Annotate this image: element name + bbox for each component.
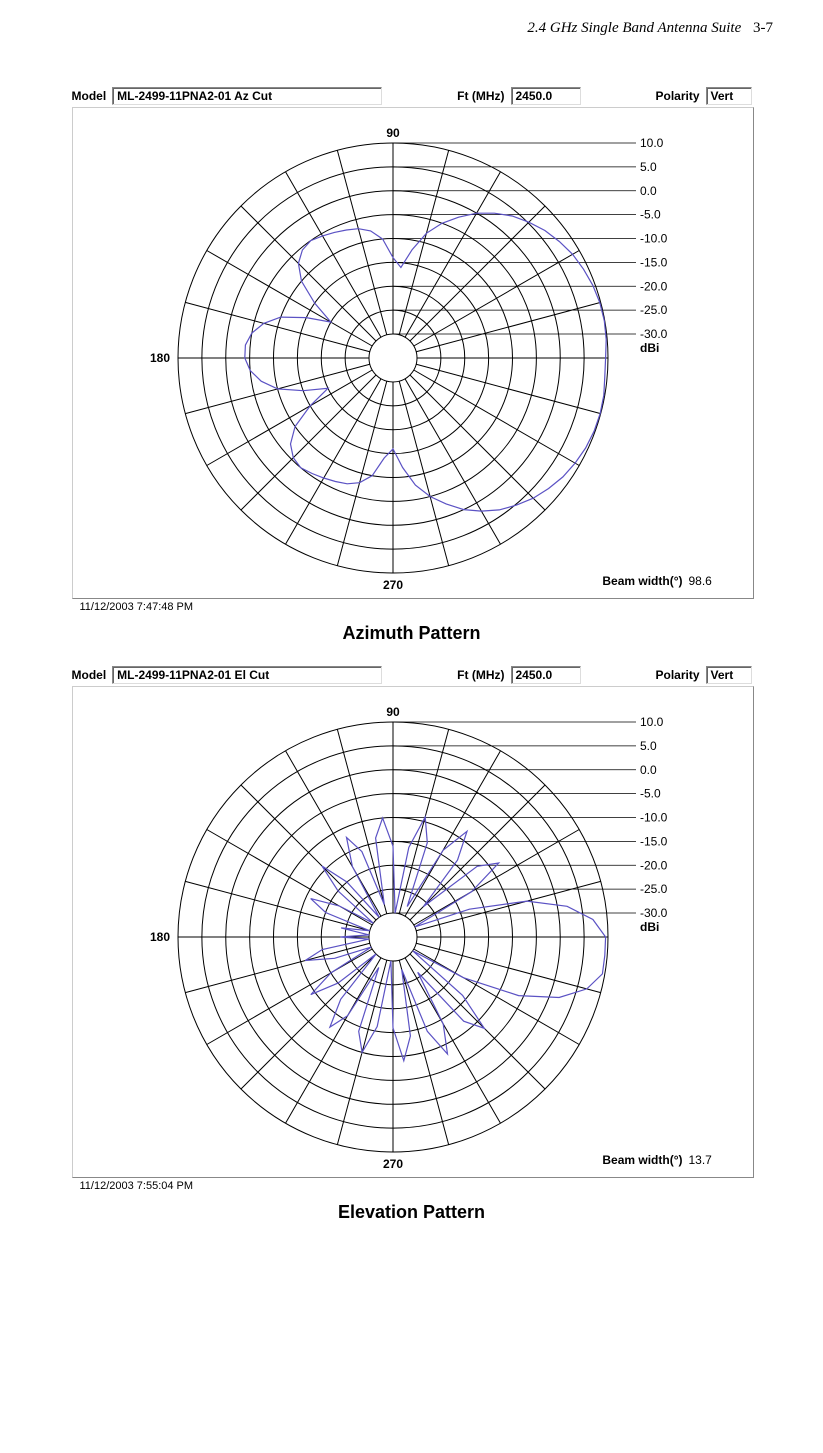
svg-text:-15.0: -15.0 (640, 834, 668, 848)
polarity-label: Polarity (656, 89, 700, 103)
elevation-caption: Elevation Pattern (72, 1202, 752, 1223)
svg-text:5.0: 5.0 (640, 160, 657, 174)
svg-text:90: 90 (386, 705, 400, 719)
svg-text:-10.0: -10.0 (640, 811, 668, 825)
svg-text:270: 270 (382, 578, 402, 592)
freq-field[interactable]: 2450.0 (511, 87, 581, 105)
model-label: Model (72, 89, 107, 103)
freq-label: Ft (MHz) (457, 89, 504, 103)
svg-text:-20.0: -20.0 (640, 279, 668, 293)
svg-text:-10.0: -10.0 (640, 232, 668, 246)
timestamp: 11/12/2003 7:55:04 PM (80, 1180, 752, 1192)
svg-text:-5.0: -5.0 (640, 208, 661, 222)
panel-top-bar: Model ML-2499-11PNA2-01 El Cut Ft (MHz) … (72, 666, 752, 684)
svg-text:0.0: 0.0 (640, 184, 657, 198)
azimuth-caption: Azimuth Pattern (72, 623, 752, 644)
polarity-field[interactable]: Vert (706, 87, 752, 105)
azimuth-plot: 10.0 5.0 0.0 -5.0 -10.0 -15.0 -20.0 -25.0 -30.0d… (72, 107, 754, 599)
svg-text:0.0: 0.0 (640, 763, 657, 777)
svg-text:dBi: dBi (640, 920, 659, 934)
svg-text:-25.0: -25.0 (640, 882, 668, 896)
polarity-field[interactable]: Vert (706, 666, 752, 684)
polarity-label: Polarity (656, 668, 700, 682)
elevation-plot: 10.0 5.0 0.0 -5.0 -10.0 -15.0 -20.0 -25.0 -30.0d… (72, 686, 754, 1178)
model-field[interactable]: ML-2499-11PNA2-01 El Cut (112, 666, 382, 684)
panel-top-bar: Model ML-2499-11PNA2-01 Az Cut Ft (MHz) … (72, 87, 752, 105)
model-label: Model (72, 668, 107, 682)
freq-label: Ft (MHz) (457, 668, 504, 682)
header-title: 2.4 GHz Single Band Antenna Suite (527, 20, 741, 36)
svg-text:-15.0: -15.0 (640, 255, 668, 269)
header-page-num: 3-7 (753, 20, 773, 36)
svg-text:10.0: 10.0 (640, 136, 664, 150)
svg-text:270: 270 (382, 1157, 402, 1171)
svg-text:90: 90 (386, 126, 400, 140)
beamwidth-field[interactable]: 98.6 (689, 574, 739, 588)
model-field[interactable]: ML-2499-11PNA2-01 Az Cut (112, 87, 382, 105)
freq-field[interactable]: 2450.0 (511, 666, 581, 684)
beamwidth-row: Beam width(°) 98.6 (602, 574, 738, 588)
svg-text:5.0: 5.0 (640, 739, 657, 753)
svg-text:-20.0: -20.0 (640, 858, 668, 872)
svg-text:-5.0: -5.0 (640, 787, 661, 801)
svg-text:180: 180 (149, 351, 169, 365)
beamwidth-label: Beam width(°) (602, 1153, 682, 1167)
beamwidth-row: Beam width(°) 13.7 (602, 1153, 738, 1167)
svg-text:10.0: 10.0 (640, 715, 664, 729)
svg-text:dBi: dBi (640, 341, 659, 355)
timestamp: 11/12/2003 7:47:48 PM (80, 601, 752, 613)
beamwidth-label: Beam width(°) (602, 574, 682, 588)
page-header: 2.4 GHz Single Band Antenna Suite 3-7 (40, 20, 783, 37)
svg-text:-30.0: -30.0 (640, 906, 668, 920)
svg-text:-25.0: -25.0 (640, 303, 668, 317)
svg-text:-30.0: -30.0 (640, 327, 668, 341)
beamwidth-field[interactable]: 13.7 (689, 1153, 739, 1167)
elevation-panel: Model ML-2499-11PNA2-01 El Cut Ft (MHz) … (72, 666, 752, 1223)
azimuth-panel: Model ML-2499-11PNA2-01 Az Cut Ft (MHz) … (72, 87, 752, 644)
svg-text:180: 180 (149, 930, 169, 944)
